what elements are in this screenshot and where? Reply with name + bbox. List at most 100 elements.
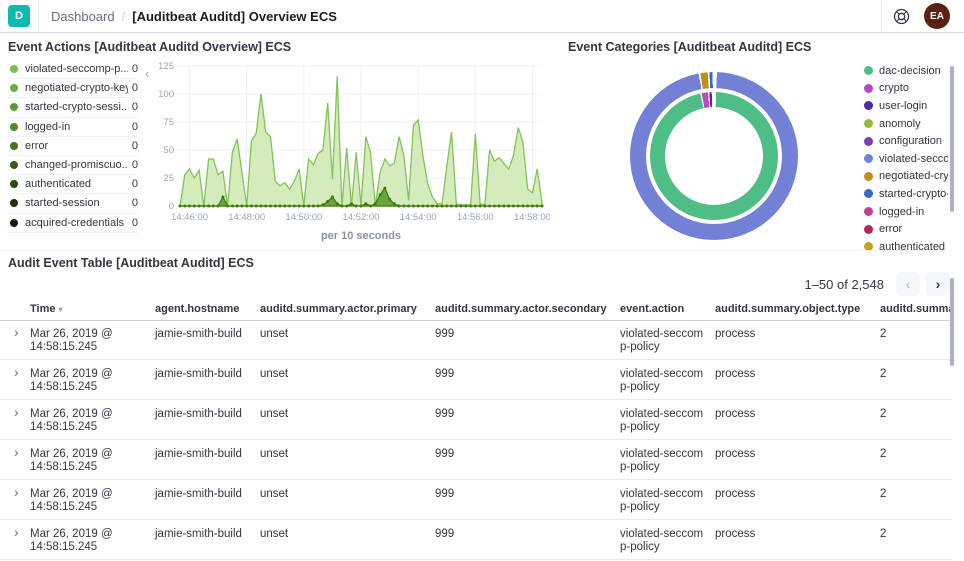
legend-item[interactable]: error bbox=[864, 220, 948, 238]
cell-object-type: process bbox=[715, 408, 756, 420]
user-avatar[interactable]: EA bbox=[924, 3, 950, 29]
legend-item-label: logged-in bbox=[879, 205, 925, 218]
cell-actor-primary: unset bbox=[260, 488, 289, 500]
event-actions-area-chart[interactable]: 0 25 50 75 100 125 14:46:00 14:48:00 14:50:00 14:… bbox=[146, 60, 551, 232]
legend-item[interactable]: crypto bbox=[864, 80, 948, 98]
legend-item-label: anomoly bbox=[879, 117, 921, 130]
table-pagination: 1–50 of 2,548 ‹ › bbox=[804, 272, 950, 296]
cell-actor-secondary: 999 bbox=[435, 448, 455, 460]
cell-actor-primary: unset bbox=[260, 368, 289, 380]
row-expand-icon[interactable]: › bbox=[14, 524, 19, 540]
cell-actor-primary: unset bbox=[260, 328, 289, 340]
cell-time: Mar 26, 2019 @ 14:58:15.245 bbox=[30, 528, 113, 553]
legend-item[interactable]: error 0 bbox=[8, 137, 138, 156]
row-expand-icon[interactable]: › bbox=[14, 484, 19, 500]
table-scrollbar[interactable] bbox=[950, 278, 954, 366]
legend-item[interactable]: user-login bbox=[864, 97, 948, 115]
column-header[interactable]: auditd.summary.object.type bbox=[715, 303, 861, 315]
legend-color-dot bbox=[864, 66, 873, 76]
cell-summary: 2 bbox=[880, 368, 887, 380]
legend-item[interactable]: started-crypto-se... bbox=[864, 185, 948, 203]
column-header[interactable]: auditd.summary.actor.secondary bbox=[435, 303, 607, 315]
legend-item[interactable]: logged-in 0 bbox=[8, 118, 138, 137]
svg-text:14:58:00: 14:58:00 bbox=[514, 212, 550, 223]
svg-text:125: 125 bbox=[158, 61, 174, 72]
legend-item[interactable]: authenticated bbox=[864, 238, 948, 256]
pagination-next-button[interactable]: › bbox=[926, 272, 950, 296]
table-row[interactable]: › Mar 26, 2019 @ 14:58:15.245 jamie-smit… bbox=[0, 520, 952, 560]
cell-actor-secondary: 999 bbox=[435, 368, 455, 380]
help-icon bbox=[893, 8, 909, 24]
table-row[interactable]: › Mar 26, 2019 @ 14:58:15.245 jamie-smit… bbox=[0, 320, 952, 360]
audit-table-panel-title: Audit Event Table [Auditbeat Auditd] ECS bbox=[8, 256, 254, 270]
legend-item[interactable]: authenticated 0 bbox=[8, 175, 138, 195]
legend-item[interactable]: acquired-credentials 0 bbox=[8, 214, 138, 233]
column-header[interactable]: auditd.summary bbox=[880, 303, 952, 315]
legend-scrollbar[interactable] bbox=[950, 66, 954, 212]
legend-item[interactable]: started-session 0 bbox=[8, 194, 138, 214]
table-row[interactable]: › Mar 26, 2019 @ 14:58:15.245 jamie-smit… bbox=[0, 360, 952, 400]
expander-column-header bbox=[0, 298, 30, 320]
legend-item-label: user-login bbox=[879, 99, 928, 112]
cell-object-type: process bbox=[715, 488, 756, 500]
event-actions-panel-title: Event Actions [Auditbeat Auditd Overview… bbox=[8, 40, 292, 54]
table-row[interactable]: › Mar 26, 2019 @ 14:58:15.245 jamie-smit… bbox=[0, 400, 952, 440]
column-header[interactable]: agent.hostname bbox=[155, 303, 240, 315]
column-header[interactable]: auditd.summary.actor.primary bbox=[260, 303, 417, 315]
cell-event-action: violated-seccomp-policy bbox=[620, 488, 704, 513]
legend-item-value: 0 bbox=[131, 120, 138, 133]
legend-color-dot bbox=[864, 171, 873, 181]
legend-item[interactable]: negotiated-crypto-key 0 bbox=[8, 79, 138, 99]
cell-time: Mar 26, 2019 @ 14:58:15.245 bbox=[30, 448, 113, 473]
cell-summary: 2 bbox=[880, 488, 887, 500]
cell-event-action: violated-seccomp-policy bbox=[620, 408, 704, 433]
breadcrumb-dashboard[interactable]: Dashboard bbox=[51, 8, 115, 24]
legend-item-value: 0 bbox=[131, 216, 138, 229]
cell-time: Mar 26, 2019 @ 14:58:15.245 bbox=[30, 488, 113, 513]
cell-time: Mar 26, 2019 @ 14:58:15.245 bbox=[30, 328, 113, 353]
row-expand-icon[interactable]: › bbox=[14, 364, 19, 380]
cell-actor-secondary: 999 bbox=[435, 528, 455, 540]
row-expand-icon[interactable]: › bbox=[14, 404, 19, 420]
legend-color-dot bbox=[864, 224, 873, 234]
app-logo[interactable]: D bbox=[8, 5, 30, 27]
cell-hostname: jamie-smith-build bbox=[155, 488, 242, 500]
legend-color-dot bbox=[10, 199, 18, 208]
legend-item[interactable]: logged-in bbox=[864, 203, 948, 221]
table-row[interactable]: › Mar 26, 2019 @ 14:58:15.245 jamie-smit… bbox=[0, 440, 952, 480]
table-row[interactable]: › Mar 26, 2019 @ 14:58:15.245 jamie-smit… bbox=[0, 480, 952, 520]
legend-item-label: negotiated-crypto-key bbox=[25, 82, 128, 95]
legend-color-dot bbox=[864, 119, 873, 129]
row-expand-icon[interactable]: › bbox=[14, 444, 19, 460]
legend-item[interactable]: dac-decision bbox=[864, 62, 948, 80]
legend-item[interactable]: anomoly bbox=[864, 115, 948, 133]
row-expand-icon[interactable]: › bbox=[14, 324, 19, 340]
legend-item[interactable]: violated-seccomp... bbox=[864, 150, 948, 168]
legend-item-label: violated-seccomp... bbox=[879, 152, 948, 165]
legend-item-label: dac-decision bbox=[879, 64, 941, 77]
pagination-prev-button[interactable]: ‹ bbox=[896, 272, 920, 296]
legend-item[interactable]: negotiated-crypto... bbox=[864, 168, 948, 186]
breadcrumb: Dashboard / [Auditbeat Auditd] Overview … bbox=[51, 9, 337, 24]
legend-color-dot bbox=[864, 101, 873, 111]
sort-arrow-icon: ▾ bbox=[58, 305, 63, 314]
help-button[interactable] bbox=[882, 0, 920, 32]
legend-item[interactable]: changed-promiscuo... 0 bbox=[8, 156, 138, 176]
legend-collapse-icon[interactable]: ‹ bbox=[145, 66, 150, 81]
cell-actor-primary: unset bbox=[260, 448, 289, 460]
legend-item-label: crypto bbox=[879, 82, 909, 95]
column-header[interactable]: Time ▾ bbox=[30, 303, 63, 315]
legend-item[interactable]: configuration bbox=[864, 132, 948, 150]
cell-event-action: violated-seccomp-policy bbox=[620, 368, 704, 393]
legend-item-label: error bbox=[879, 223, 903, 236]
legend-color-dot bbox=[10, 122, 18, 131]
legend-item[interactable]: violated-seccomp-p... 0 bbox=[8, 60, 138, 80]
cell-hostname: jamie-smith-build bbox=[155, 368, 242, 380]
legend-item-value: 0 bbox=[131, 178, 138, 191]
column-header[interactable]: event.action bbox=[620, 303, 685, 315]
legend-item-value: 0 bbox=[131, 82, 138, 95]
legend-item[interactable]: started-crypto-sessi... 0 bbox=[8, 98, 138, 118]
svg-text:0: 0 bbox=[169, 201, 174, 212]
table-body: › Mar 26, 2019 @ 14:58:15.245 jamie-smit… bbox=[0, 320, 952, 560]
cell-summary: 2 bbox=[880, 448, 887, 460]
